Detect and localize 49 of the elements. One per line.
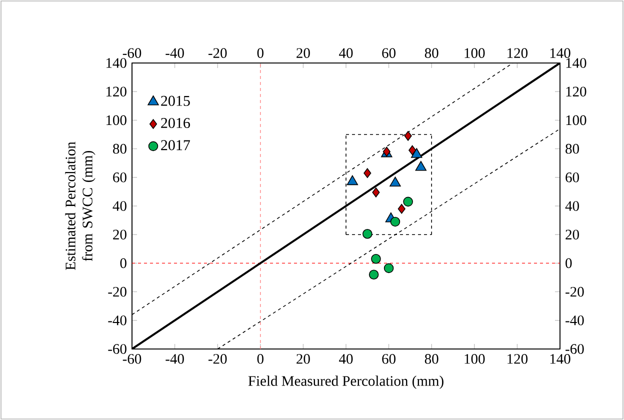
legend-label: 2015 xyxy=(161,96,190,106)
y-tick-label: 40 xyxy=(112,201,126,211)
x2-tick-label: -20 xyxy=(208,48,227,58)
y2-tick-label: 100 xyxy=(566,115,586,126)
y-tick-label: -60 xyxy=(108,344,126,354)
x-tick-label: 80 xyxy=(424,354,438,364)
y2-tick-label: 60 xyxy=(566,172,579,182)
y-tick-label: -40 xyxy=(108,315,126,326)
y2-tick-label: 0 xyxy=(566,258,572,268)
x-tick-label: 20 xyxy=(296,354,310,364)
y2-tick-label: 120 xyxy=(566,86,586,96)
y-tick-label: -20 xyxy=(108,286,126,297)
x2-tick-label: 0 xyxy=(257,48,264,58)
x2-tick-label: -40 xyxy=(166,48,184,58)
x-tick-label: 100 xyxy=(464,354,485,364)
x-tick-label: 120 xyxy=(508,354,528,364)
y2-tick-label: 20 xyxy=(566,230,579,240)
y-tick-label: 60 xyxy=(113,172,126,182)
x-tick-label: 40 xyxy=(339,354,353,364)
x2-tick-label: 20 xyxy=(296,48,310,58)
x2-tick-label: 100 xyxy=(464,48,485,58)
y2-tick-label: 140 xyxy=(566,58,586,68)
y-tick-label: 100 xyxy=(106,115,126,126)
y2-tick-label: 80 xyxy=(566,144,579,154)
x-tick-label: 140 xyxy=(550,354,570,364)
y-tick-label: 120 xyxy=(106,86,126,96)
x-tick-label: -40 xyxy=(166,354,184,364)
x2-tick-label: -60 xyxy=(122,48,142,58)
x2-tick-label: 120 xyxy=(508,48,528,58)
y-tick-label: 140 xyxy=(106,58,126,68)
x-tick-label: -60 xyxy=(122,354,142,364)
x2-tick-label: 80 xyxy=(424,48,438,58)
y-axis-title: Estimated Percolation from SWCC (mm) xyxy=(65,142,96,270)
y-tick-label: 0 xyxy=(120,258,126,268)
x-tick-label: 0 xyxy=(257,354,264,364)
y2-tick-label: -40 xyxy=(566,315,584,326)
x-tick-label: -20 xyxy=(208,354,227,364)
y-tick-label: 20 xyxy=(113,230,126,240)
x-tick-label: 60 xyxy=(382,354,396,364)
legend-label: 2017 xyxy=(161,140,190,150)
y2-tick-label: -60 xyxy=(566,344,584,354)
x2-tick-label: 140 xyxy=(550,48,570,58)
x-axis-title: Field Measured Percolation (mm) xyxy=(248,376,444,389)
legend-label: 2016 xyxy=(161,118,190,128)
y-tick-label: 80 xyxy=(113,144,126,154)
x2-tick-label: 40 xyxy=(339,48,353,58)
y2-tick-label: 40 xyxy=(565,201,579,211)
x2-tick-label: 60 xyxy=(382,48,396,58)
y2-tick-label: -20 xyxy=(566,286,584,297)
